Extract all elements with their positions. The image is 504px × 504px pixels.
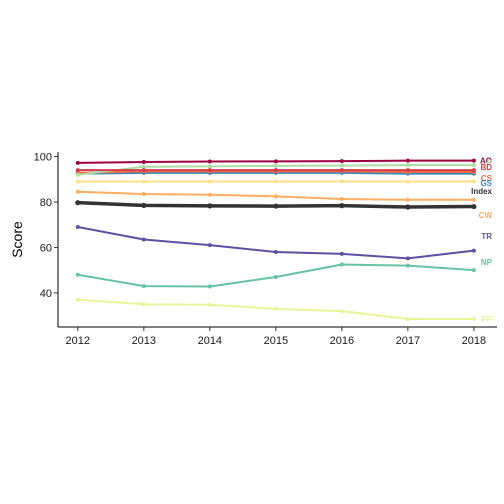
data-point [75,172,80,177]
data-point [273,159,278,164]
series-index [75,200,477,210]
data-point [75,225,80,229]
data-point [75,297,80,302]
data-point [471,203,477,210]
data-point [141,192,146,197]
y-tick-label: 80 [40,197,52,209]
x-tick-label: 2012 [66,335,90,347]
data-point [273,179,278,184]
x-tick-label: 2015 [264,335,288,347]
data-point [141,237,146,242]
data-point [339,197,344,202]
end-label-np: NP [481,258,493,267]
y-tick-label: 60 [40,242,52,254]
data-point [141,284,146,289]
data-point [207,164,212,169]
data-point [141,179,146,184]
data-point [273,306,278,311]
data-point [273,250,278,254]
data-point [471,158,476,163]
data-point [405,197,410,202]
data-point [405,168,410,173]
series-fp [75,297,476,322]
data-point [141,302,146,307]
x-tick-label: 2016 [330,335,354,347]
data-point [141,168,146,173]
data-point [405,158,410,163]
series-ao [75,158,476,165]
data-point [471,248,476,253]
data-point [471,317,476,322]
x-tick-label: 2017 [396,335,420,347]
y-tick-label: 40 [40,288,52,300]
data-point [273,168,278,173]
data-point [339,179,344,184]
x-tick-label: 2018 [462,335,486,347]
data-point [75,189,80,194]
end-label-cw: CW [479,211,493,220]
data-point [273,203,279,209]
data-point [405,179,410,184]
data-point [207,243,212,248]
data-point [75,179,80,184]
data-point [405,263,410,268]
data-point [75,160,80,165]
data-point [339,159,344,164]
data-point [207,168,212,173]
series-layer [75,158,477,322]
series-lp [75,163,476,177]
axes: 40 60 80 100 2012 2013 2014 2015 2016 2017 2018 [34,152,497,347]
data-point [207,203,213,209]
end-label-ao: AO [480,157,492,166]
series-bd [75,168,476,173]
data-point [405,317,410,322]
data-point [207,284,212,289]
data-point [471,197,476,202]
series-np [75,262,476,289]
data-point [273,163,278,168]
data-point [339,309,344,314]
data-point [207,179,212,184]
data-point [339,262,344,267]
x-tick-label: 2014 [198,335,222,347]
data-point [405,256,410,261]
end-label-lp: LP [482,158,493,167]
data-point [141,202,147,209]
y-tick-label: 100 [34,152,52,164]
data-point [339,168,344,173]
data-point [75,200,81,206]
data-point [75,272,80,277]
data-point [339,163,344,168]
data-point [339,203,345,209]
data-point [471,168,476,173]
data-point [273,194,278,199]
end-label-gs: GS [480,179,492,188]
data-point [471,179,476,184]
data-point [471,163,476,168]
data-point [141,164,146,169]
data-point [207,302,212,307]
end-label-fp: FP [482,315,493,324]
data-point [339,251,344,256]
end-label-tr: TR [481,232,492,241]
data-point [141,160,146,164]
data-point [75,168,80,173]
end-label-bd: BD [480,163,492,172]
series-tr [75,225,476,261]
data-point [471,268,476,273]
data-point [207,159,212,164]
y-axis-title: Score [9,221,25,258]
data-point [273,275,278,279]
data-point [405,204,411,210]
end-label-index: Index [471,187,492,196]
series-cw [75,189,476,202]
series-unlabeled [75,179,476,184]
data-point [207,192,212,197]
data-point [405,163,410,168]
end-label-fp: FP [482,315,493,324]
end-label-cs: CS [481,174,493,183]
x-tick-label: 2013 [132,335,156,347]
